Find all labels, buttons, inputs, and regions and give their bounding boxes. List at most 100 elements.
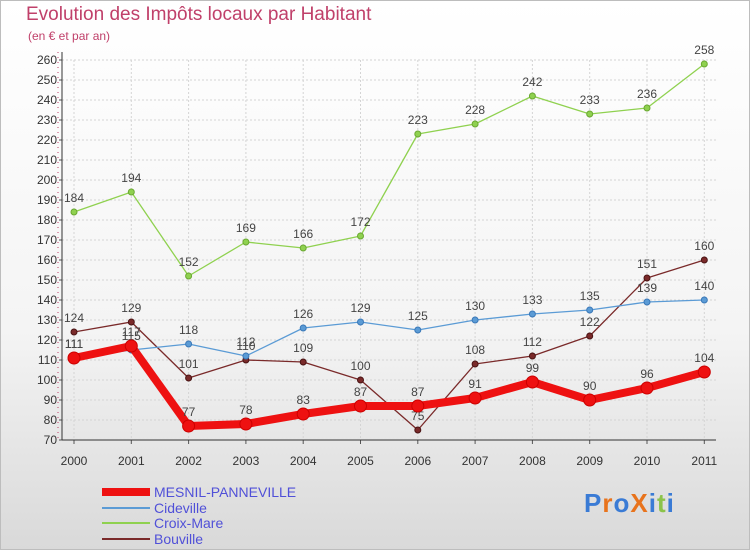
data-point [528, 352, 536, 360]
data-label: 83 [297, 393, 311, 407]
y-tick-label: 80 [44, 413, 58, 427]
data-label: 258 [694, 43, 714, 57]
y-tick-label: 240 [37, 93, 57, 107]
y-tick-label: 100 [37, 373, 57, 387]
chart-subtitle: (en € et par an) [28, 29, 111, 43]
x-tick-label: 2004 [290, 454, 317, 468]
data-point [242, 352, 250, 360]
data-label: 118 [179, 323, 198, 337]
y-tick-label: 120 [37, 333, 57, 347]
y-tick-label: 190 [37, 193, 57, 207]
data-point [586, 110, 594, 118]
x-tick-label: 2002 [175, 454, 202, 468]
data-label: 140 [694, 279, 714, 293]
y-tick-label: 210 [37, 153, 57, 167]
y-tick-label: 130 [37, 313, 57, 327]
y-tick-label: 220 [37, 133, 57, 147]
data-label: 87 [411, 385, 425, 399]
data-label: 135 [580, 289, 600, 303]
data-label: 101 [179, 357, 199, 371]
data-point [471, 316, 479, 324]
data-label: 117 [122, 325, 141, 339]
series-line-cideville [73, 299, 705, 359]
data-label: 228 [465, 103, 485, 117]
data-label: 112 [523, 335, 542, 349]
data-point [528, 310, 536, 318]
data-point [354, 399, 367, 413]
data-point [643, 274, 651, 282]
data-label: 122 [580, 315, 600, 329]
data-point [182, 419, 196, 433]
y-tick-label: 140 [37, 293, 57, 307]
data-point [185, 374, 193, 382]
data-label: 115 [122, 329, 141, 343]
data-point [357, 318, 364, 326]
data-point [700, 60, 708, 68]
data-point [239, 417, 253, 431]
data-label: 124 [64, 311, 84, 325]
y-tick-label: 150 [37, 273, 57, 287]
data-label: 233 [580, 93, 600, 107]
data-point [414, 326, 422, 334]
data-label: 236 [637, 87, 657, 101]
data-point [67, 351, 81, 365]
data-label: 160 [694, 239, 714, 253]
x-tick-label: 2008 [519, 454, 546, 468]
x-tick-label: 2006 [404, 454, 431, 468]
data-label: 126 [293, 307, 313, 321]
data-label: 166 [293, 227, 313, 241]
x-tick-label: 2003 [233, 454, 260, 468]
y-tick-label: 180 [37, 213, 57, 227]
x-tick-label: 2007 [462, 454, 489, 468]
x-tick-label: 2005 [347, 454, 374, 468]
data-point [586, 332, 594, 340]
data-point [242, 238, 250, 246]
x-tick-label: 2000 [61, 454, 88, 468]
data-point [299, 358, 307, 366]
data-label: 184 [64, 191, 84, 205]
data-point [528, 92, 536, 100]
data-label: 111 [65, 337, 84, 351]
data-point [414, 130, 422, 138]
data-label: 100 [350, 359, 370, 373]
data-label: 108 [465, 343, 485, 357]
y-tick-label: 230 [37, 113, 57, 127]
data-label: 78 [239, 403, 253, 417]
data-point [640, 381, 654, 395]
data-point [124, 339, 138, 353]
data-point [127, 188, 135, 196]
x-tick-label: 2011 [691, 454, 717, 468]
data-label: 99 [526, 361, 540, 375]
data-point [643, 104, 651, 112]
legend-label: MESNIL-PANNEVILLE [154, 484, 296, 500]
data-label: 129 [350, 301, 370, 315]
y-tick-label: 90 [44, 393, 58, 407]
x-tick-label: 2010 [634, 454, 661, 468]
y-tick-label: 250 [37, 73, 57, 87]
data-label: 104 [694, 351, 714, 365]
data-point [70, 328, 78, 336]
legend-label: Croix-Mare [154, 515, 223, 531]
data-label: 151 [637, 257, 657, 271]
chart-title: Evolution des Impôts locaux par Habitant [26, 4, 372, 25]
data-label: 96 [640, 367, 654, 381]
data-label: 111 [65, 337, 84, 351]
y-tick-label: 170 [37, 233, 57, 247]
data-label: 223 [408, 113, 428, 127]
data-point [70, 208, 78, 216]
data-point [700, 256, 708, 264]
data-label: 169 [236, 221, 256, 235]
x-tick-label: 2001 [118, 454, 145, 468]
data-point [296, 407, 310, 421]
data-point [583, 393, 597, 407]
x-tick-label: 2009 [576, 454, 603, 468]
data-label: 109 [293, 341, 313, 355]
data-label: 242 [522, 75, 542, 89]
data-label: 194 [121, 171, 141, 185]
data-point [697, 365, 711, 379]
data-point [185, 340, 193, 348]
data-label: 91 [468, 377, 482, 391]
data-label: 129 [121, 301, 141, 315]
